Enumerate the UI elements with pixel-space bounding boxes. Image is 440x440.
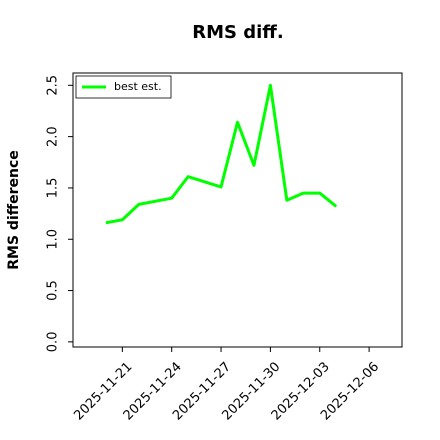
- y-tick-label: 0.0: [46, 332, 61, 353]
- y-tick-label: 0.5: [46, 280, 61, 301]
- legend-label: best est.: [114, 80, 162, 93]
- plot-frame: [72, 72, 403, 348]
- data-line: [105, 83, 338, 225]
- legend-box: [75, 75, 172, 99]
- chart-title: RMS diff.: [192, 22, 283, 43]
- y-tick-label: 1.5: [46, 178, 61, 199]
- y-axis-label: RMS difference: [6, 150, 22, 270]
- y-tick-label: 1.0: [46, 229, 61, 250]
- y-tick-label: 2.0: [46, 126, 61, 147]
- y-tick-label: 2.5: [46, 75, 61, 96]
